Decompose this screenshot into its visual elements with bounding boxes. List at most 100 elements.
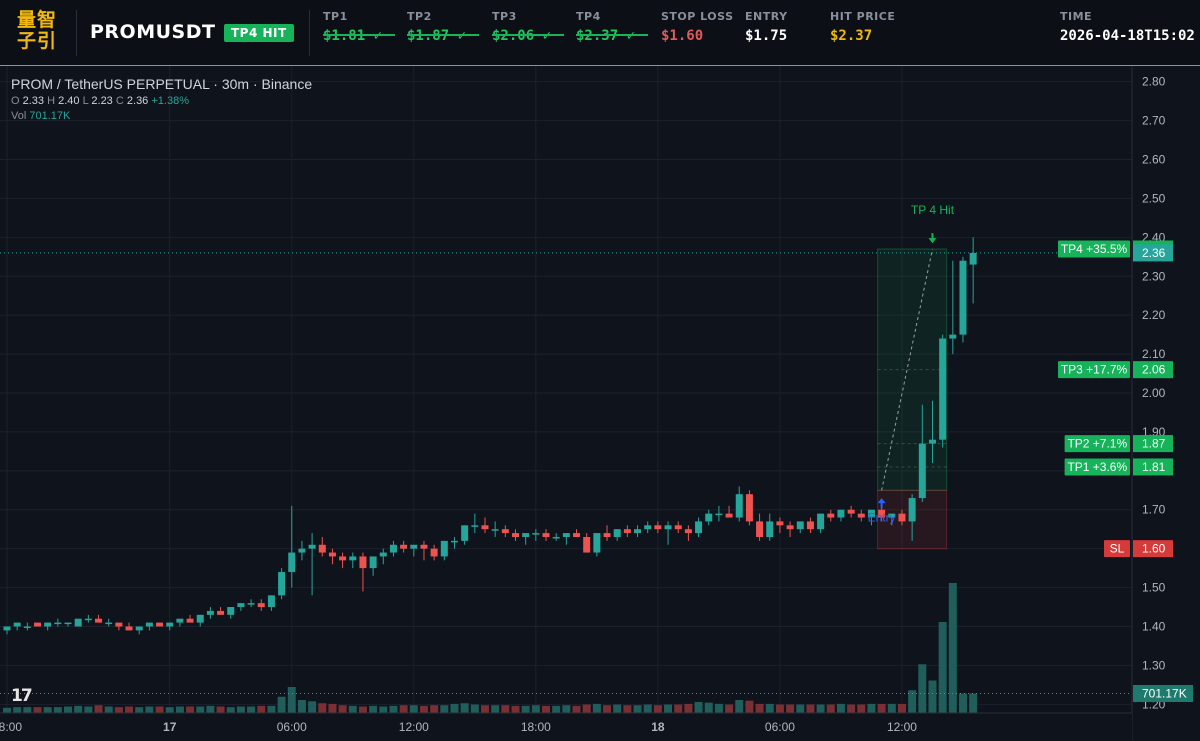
volume-bar (460, 703, 469, 713)
price-tick-label: 2.30 (1142, 269, 1166, 283)
candle-body (369, 556, 377, 569)
candle (603, 525, 611, 541)
time-tick-label: 17 (163, 720, 177, 734)
candle (888, 513, 896, 526)
candle (847, 505, 855, 518)
candle-body (44, 622, 52, 627)
candle-body (512, 533, 519, 537)
candle (145, 622, 153, 631)
candle (593, 533, 601, 557)
candle-body (450, 540, 458, 543)
volume-bar (582, 704, 591, 713)
candle-body (176, 618, 184, 623)
candle (471, 513, 479, 534)
candle (247, 599, 255, 608)
volume-bar (247, 706, 256, 713)
candle (532, 529, 540, 541)
candle (318, 536, 326, 557)
stat-tp4-underline (576, 34, 648, 36)
candle-body (562, 533, 570, 537)
volume-bar (745, 700, 754, 713)
candle (267, 595, 275, 611)
volume-bar (226, 707, 235, 713)
candle-body (267, 595, 275, 608)
candle (298, 540, 306, 561)
volume-bar (53, 707, 62, 713)
volume-bar (958, 693, 967, 713)
candle (196, 614, 204, 627)
current-price-label: 2.36 (1142, 246, 1166, 260)
candle (623, 525, 631, 537)
candle-body (583, 536, 591, 553)
candle-body (817, 513, 825, 530)
candle (898, 509, 906, 526)
candle (908, 494, 916, 541)
time-tick-label: 18:00 (0, 720, 22, 734)
level-tag-label: TP4 +35.5% (1061, 242, 1128, 256)
level-tag-tp2 (1064, 435, 1130, 453)
volume-bar (206, 705, 215, 713)
candle (74, 618, 82, 627)
volume-bar (135, 707, 144, 713)
candle (766, 513, 774, 541)
level-price-tag (1133, 435, 1173, 453)
candle-body (145, 622, 153, 627)
stat-tp2-underline (407, 34, 479, 36)
candle-body (440, 540, 448, 557)
candle (176, 618, 184, 627)
candle-body (105, 622, 113, 625)
candle (227, 607, 235, 619)
volume-bar (562, 705, 571, 713)
candle-body (634, 529, 642, 534)
trade-profit-zone (877, 248, 948, 491)
candle-body (908, 498, 916, 522)
volume-bar (399, 705, 408, 713)
stat-entry: ENTRY $1.75 (745, 10, 788, 44)
volume-bar (826, 704, 835, 713)
candle (806, 517, 814, 534)
volume-bar (928, 680, 937, 713)
volume-bar (694, 701, 703, 713)
candle-body (878, 509, 886, 518)
candle (186, 614, 194, 623)
volume-bar (552, 705, 561, 713)
candle (573, 529, 581, 537)
stat-tp1: TP1 $1.81 ✓ (323, 10, 383, 44)
candle (105, 618, 113, 627)
candle-body (837, 509, 845, 518)
candle-body (766, 521, 774, 537)
volume-bar (867, 703, 876, 713)
candle-body (847, 509, 855, 514)
tradingview-logo[interactable]: 17 (11, 686, 33, 706)
candle-body (532, 533, 540, 535)
candle (837, 509, 845, 522)
stat-stop-loss: STOP LOSS $1.60 (661, 10, 734, 44)
header-divider (76, 10, 77, 56)
entry-arrow-icon (877, 498, 886, 509)
chart-background (0, 66, 1200, 741)
candle-body (430, 548, 438, 557)
candle (491, 521, 499, 537)
level-price-label: 1.81 (1142, 460, 1166, 474)
price-tick-label: 2.80 (1142, 75, 1166, 89)
volume-bar (572, 705, 581, 713)
header: 量智 子引 PROMUSDT TP4 HIT TP1 $1.81 ✓ TP2 $… (0, 0, 1200, 66)
volume-bar (104, 706, 113, 713)
level-tag-label: TP3 +17.7% (1061, 363, 1128, 377)
volume-bar (257, 705, 266, 713)
candle (613, 529, 621, 541)
level-tag-sl (1104, 540, 1130, 558)
candle (135, 626, 143, 635)
volume-bar (948, 583, 957, 713)
candle (867, 509, 875, 526)
candle-body (735, 494, 743, 518)
candle-body (776, 521, 784, 526)
candle (217, 607, 225, 615)
volume-bar (155, 706, 164, 713)
level-tag-tp4 (1058, 240, 1130, 258)
candle (3, 626, 11, 635)
candle-body (857, 513, 865, 518)
volume-bar (918, 664, 927, 713)
